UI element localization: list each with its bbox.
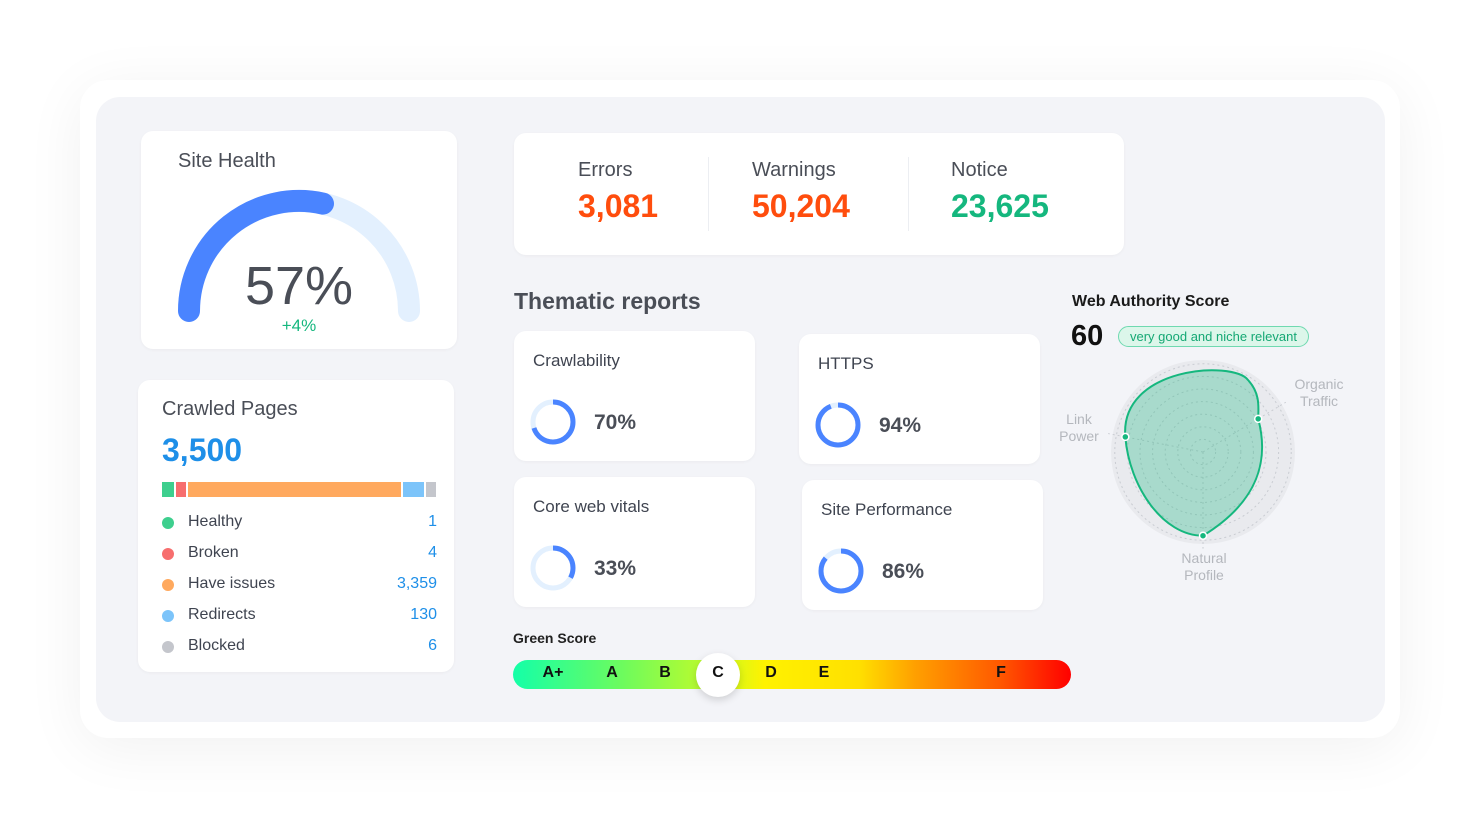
- authority-title: Web Authority Score: [1072, 293, 1230, 310]
- legend-label: Healthy: [188, 513, 243, 530]
- report-https[interactable]: HTTPS 94%: [799, 334, 1040, 464]
- radar-axis: [1202, 401, 1287, 453]
- grade-b: B: [659, 664, 671, 681]
- radar-grid-ring: [1164, 413, 1242, 491]
- radar-grid-ring: [1152, 401, 1254, 503]
- crawled-pages-card[interactable]: Crawled Pages 3,500 Healthy 1 Broken 4 Hav…: [138, 380, 454, 672]
- radar-grid-ring: [1189, 438, 1217, 466]
- report-value: 86%: [882, 560, 925, 583]
- legend-value: 130: [410, 606, 437, 623]
- radar-grid-ring: [1114, 363, 1292, 541]
- legend-value: 6: [428, 637, 437, 654]
- green-score-title: Green Score: [513, 630, 597, 646]
- issues-card: Errors 3,081 Warnings 50,204 Notice 23,6…: [514, 133, 1124, 255]
- dot-icon: [162, 548, 174, 560]
- donut-progress: [818, 548, 864, 594]
- green-score-bar: [513, 660, 1071, 689]
- notice-value: 23,625: [951, 188, 1049, 224]
- legend-label: Have issues: [188, 575, 276, 592]
- authority-badge: very good and niche relevant: [1118, 326, 1309, 347]
- legend-label: Broken: [188, 544, 239, 561]
- report-value: 33%: [594, 557, 637, 580]
- donut-progress: [530, 399, 576, 445]
- axis-label-link: Link Power: [1040, 411, 1118, 445]
- dot-icon: [162, 579, 174, 591]
- grade-a: A: [606, 664, 618, 681]
- issue-warnings[interactable]: Warnings 50,204: [752, 159, 850, 225]
- bar-healthy: [162, 482, 174, 497]
- authority-radar-chart: [1108, 360, 1295, 549]
- site-health-change: +4%: [281, 316, 317, 335]
- grade-d: D: [765, 664, 777, 681]
- report-title: Crawlability: [533, 351, 620, 370]
- dot-icon: [162, 517, 174, 529]
- issue-errors[interactable]: Errors 3,081: [578, 159, 658, 225]
- bar-broken: [176, 482, 186, 497]
- grade-e: E: [818, 664, 830, 681]
- crawled-pages-title: Crawled Pages: [162, 398, 298, 420]
- divider: [908, 157, 909, 231]
- site-health-card[interactable]: Site Health 57% +4%: [141, 131, 457, 349]
- axis-label-line: Profile: [1184, 567, 1224, 583]
- legend-value: 4: [428, 544, 437, 561]
- legend-value: 1: [428, 513, 437, 530]
- report-value: 94%: [879, 414, 922, 437]
- axis-label-line: Organic: [1294, 376, 1344, 392]
- site-health-value: 57%: [244, 256, 354, 316]
- legend-label: Redirects: [188, 606, 256, 623]
- axis-label-natural: Natural Profile: [1165, 550, 1243, 584]
- grade-c: C: [712, 664, 724, 681]
- crawled-pages-bar: [162, 482, 436, 497]
- radar-grid-ring: [1139, 388, 1267, 516]
- site-health-title: Site Health: [178, 150, 276, 172]
- axis-label-line: Link: [1066, 411, 1092, 427]
- report-title: Site Performance: [821, 500, 953, 519]
- report-title: Core web vitals: [533, 497, 650, 516]
- report-value: 70%: [594, 411, 637, 434]
- donut-progress: [815, 402, 861, 448]
- radar-point-natural-profile: [1198, 531, 1208, 540]
- bar-blocked: [426, 482, 436, 497]
- radar-grid-ring: [1126, 375, 1280, 529]
- errors-value: 3,081: [578, 188, 659, 224]
- dot-icon: [162, 610, 174, 622]
- warnings-value: 50,204: [752, 188, 850, 224]
- authority-score: 60: [1071, 320, 1104, 352]
- report-core-web-vitals[interactable]: Core web vitals 33%: [514, 477, 755, 607]
- progress-donut: [530, 399, 576, 445]
- errors-label: Errors: [578, 159, 633, 181]
- report-crawlability[interactable]: Crawlability 70%: [514, 331, 755, 461]
- donut-progress: [530, 545, 576, 591]
- report-title: HTTPS: [818, 354, 874, 373]
- radar-grid-ring: [1177, 426, 1229, 478]
- grade-f: F: [996, 664, 1006, 681]
- warnings-label: Warnings: [752, 159, 836, 181]
- notice-label: Notice: [951, 159, 1008, 181]
- green-score-selected-marker[interactable]: [696, 653, 740, 697]
- legend-value: 3,359: [396, 575, 437, 592]
- progress-donut: [818, 548, 864, 594]
- axis-label-line: Traffic: [1299, 393, 1339, 409]
- issue-notice[interactable]: Notice 23,625: [951, 159, 1049, 225]
- progress-donut: [530, 545, 576, 591]
- legend-label: Blocked: [188, 637, 245, 654]
- progress-donut: [815, 402, 861, 448]
- axis-label-organic: Organic Traffic: [1280, 376, 1358, 410]
- grade-a-plus: A+: [542, 664, 564, 681]
- bar-have-issues: [188, 482, 401, 497]
- radar-point-organic-traffic: [1253, 414, 1263, 424]
- radar-point-link-power: [1121, 432, 1130, 442]
- report-site-performance[interactable]: Site Performance 86%: [802, 480, 1043, 610]
- axis-label-line: Power: [1059, 428, 1099, 444]
- dot-icon: [162, 641, 174, 653]
- bar-redirects: [403, 482, 424, 497]
- thematic-reports-title: Thematic reports: [514, 288, 701, 314]
- divider: [708, 157, 709, 231]
- axis-label-line: Natural: [1181, 550, 1227, 566]
- crawled-pages-total: 3,500: [162, 432, 243, 468]
- site-health-gauge: [178, 189, 420, 322]
